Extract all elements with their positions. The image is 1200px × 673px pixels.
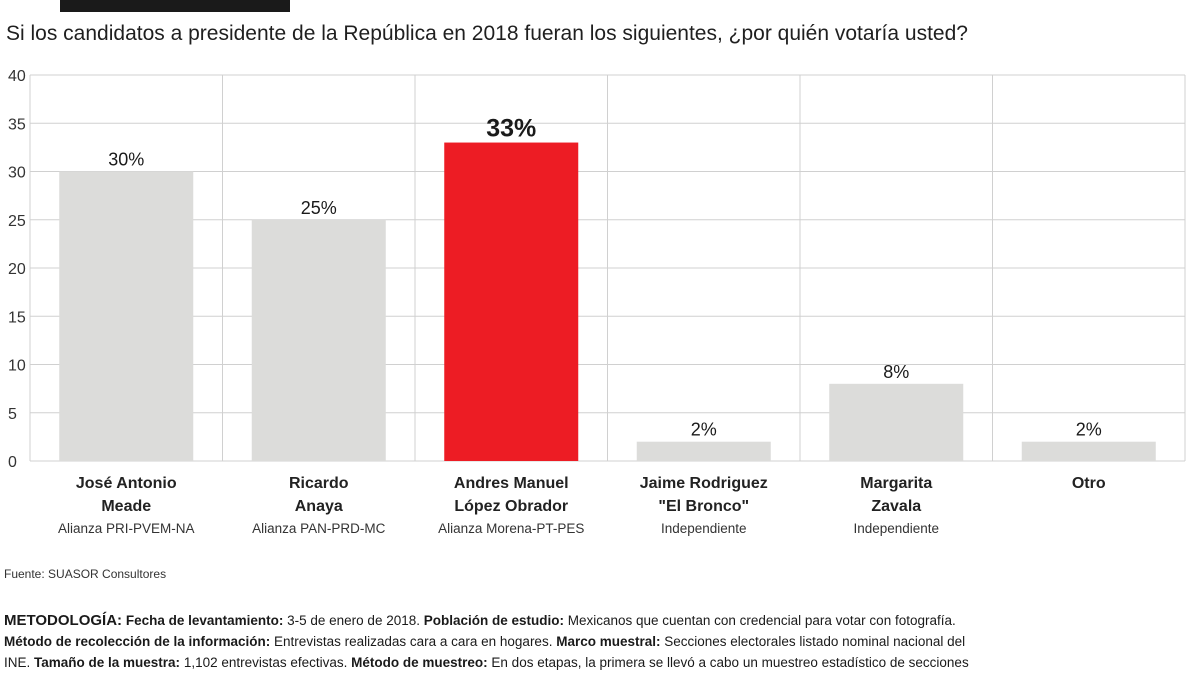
methodology-heading: METODOLOGÍA: xyxy=(4,612,123,629)
category-alliance: Alianza PAN-PRD-MC xyxy=(252,521,386,536)
y-tick-label: 0 xyxy=(8,454,17,471)
category-alliance: Independiente xyxy=(853,521,939,536)
poblacion-label: Población de estudio: xyxy=(423,613,564,628)
category-label-line2: Zavala xyxy=(871,498,921,515)
category-alliance: Alianza Morena-PT-PES xyxy=(438,521,584,536)
bar xyxy=(251,219,386,461)
recoleccion-value: Entrevistas realizadas cara a cara en ho… xyxy=(270,634,557,649)
y-tick-label: 30 xyxy=(8,165,26,182)
y-tick-label: 15 xyxy=(8,309,26,326)
muestreo-label: Método de muestreo: xyxy=(351,655,488,670)
category-label-line1: Jaime Rodriguez xyxy=(640,475,768,492)
tamano-value: 1,102 entrevistas efectivas. xyxy=(180,655,352,670)
tamano-label: Tamaño de la muestra: xyxy=(34,655,181,670)
data-label: 8% xyxy=(883,362,909,382)
fecha-label: Fecha de levantamiento: xyxy=(125,613,284,628)
bar xyxy=(59,171,194,461)
source-note: Fuente: SUASOR Consultores xyxy=(4,567,167,581)
category-alliance: Independiente xyxy=(661,521,747,536)
fecha-value: 3-5 de enero de 2018. xyxy=(283,613,424,628)
bar xyxy=(1021,441,1156,461)
category-label-line2: Meade xyxy=(101,498,151,515)
bar-chart: 0 5 10 15 20 25 30 35 40 30% José Antonio Meade Alia… xyxy=(8,68,1186,536)
y-tick-label: 20 xyxy=(8,261,26,278)
marco-value: Secciones electorales listado nominal na… xyxy=(660,634,966,649)
methodology-line-1: METODOLOGÍA: Fecha de levantamiento: 3-5… xyxy=(4,610,1196,631)
category-label-line1: Andres Manuel xyxy=(454,475,569,492)
y-tick-label: 10 xyxy=(8,358,26,375)
category-alliance: Alianza PRI-PVEM-NA xyxy=(58,521,195,536)
bar xyxy=(829,383,964,461)
title-banner-fragment xyxy=(60,0,290,12)
methodology-block: METODOLOGÍA: Fecha de levantamiento: 3-5… xyxy=(4,610,1196,673)
methodology-line-3: INE. Tamaño de la muestra: 1,102 entrevi… xyxy=(4,652,1196,673)
category-label-line1: Otro xyxy=(1072,475,1106,492)
y-tick-label: 5 xyxy=(8,406,17,423)
muestreo-value: En dos etapas, la primera se llevó a cab… xyxy=(487,655,969,670)
marco-label: Marco muestral: xyxy=(556,634,661,649)
category-label-line1: Margarita xyxy=(860,475,932,492)
category-label-line2: Anaya xyxy=(295,498,343,515)
line3-prefix: INE. xyxy=(4,655,35,670)
category-label-line1: Ricardo xyxy=(289,475,349,492)
poblacion-value: Mexicanos que cuentan con credencial par… xyxy=(564,613,956,628)
recoleccion-label: Método de recolección de la información: xyxy=(4,634,271,649)
data-label: 2% xyxy=(691,420,717,440)
data-label: 30% xyxy=(108,150,144,170)
bar xyxy=(444,142,579,462)
data-label: 25% xyxy=(301,198,337,218)
data-label: 33% xyxy=(486,115,536,143)
bar xyxy=(636,441,771,461)
category-label-line2: López Obrador xyxy=(454,498,568,515)
data-label: 2% xyxy=(1076,420,1102,440)
y-tick-label: 40 xyxy=(8,68,26,85)
survey-question: Si los candidatos a presidente de la Rep… xyxy=(6,22,968,45)
category-label-line2: "El Bronco" xyxy=(658,498,749,515)
methodology-line-2: Método de recolección de la información:… xyxy=(4,631,1196,652)
y-tick-label: 25 xyxy=(8,213,26,230)
category-label-line1: José Antonio xyxy=(76,475,177,492)
y-tick-label: 35 xyxy=(8,116,26,133)
